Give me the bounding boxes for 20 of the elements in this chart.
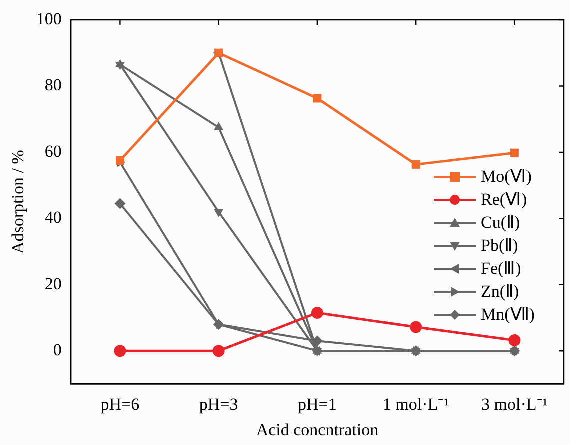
- x-tick-label: 3 mol·L⁻¹: [482, 394, 548, 414]
- x-tick-label: pH=6: [100, 394, 140, 414]
- x-axis-title: Acid concntration: [256, 420, 380, 440]
- y-tick-label: 60: [44, 142, 62, 161]
- legend-label: Pb(Ⅱ): [481, 235, 518, 257]
- y-tick-label: 100: [36, 9, 62, 28]
- y-tick-label: 80: [44, 76, 62, 95]
- legend-label: Fe(Ⅲ): [481, 258, 522, 280]
- legend-label: Mo(Ⅵ): [481, 166, 532, 188]
- x-tick-label: 1 mol·L⁻¹: [382, 394, 450, 414]
- y-tick-label: 20: [44, 274, 62, 294]
- legend-label: Cu(Ⅱ): [481, 212, 520, 234]
- y-tick-label: 0: [53, 340, 62, 360]
- x-tick-label: pH=3: [199, 394, 238, 414]
- legend-label: Mn(Ⅶ): [481, 304, 535, 326]
- legend-label: Re(Ⅵ): [481, 189, 528, 211]
- y-axis-title: Adsorption / %: [8, 150, 28, 254]
- x-tick-label: pH=1: [298, 394, 337, 414]
- legend-label: Zn(Ⅱ): [481, 281, 520, 303]
- y-tick-label: 40: [44, 208, 62, 228]
